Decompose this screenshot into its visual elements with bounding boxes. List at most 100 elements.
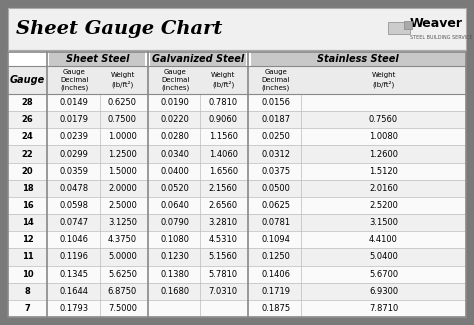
Text: 26: 26 <box>22 115 33 124</box>
Text: 0.0299: 0.0299 <box>60 150 89 159</box>
Text: Gauge
Decimal
(inches): Gauge Decimal (inches) <box>262 69 290 91</box>
Bar <box>8 231 466 248</box>
Text: 12: 12 <box>22 235 33 244</box>
Text: 0.1644: 0.1644 <box>60 287 89 296</box>
Text: 0.1719: 0.1719 <box>262 287 291 296</box>
Text: Weight
(lb/ft²): Weight (lb/ft²) <box>371 72 396 88</box>
Text: 0.0400: 0.0400 <box>161 167 190 176</box>
Bar <box>8 8 466 50</box>
Bar <box>388 22 410 34</box>
Text: 28: 28 <box>22 98 33 107</box>
Text: Weight
(lb/ft²): Weight (lb/ft²) <box>211 72 236 88</box>
Text: 5.6250: 5.6250 <box>108 270 137 279</box>
Text: Gauge
Decimal
(inches): Gauge Decimal (inches) <box>161 69 189 91</box>
Text: 0.0312: 0.0312 <box>262 150 291 159</box>
Text: Sheet Steel: Sheet Steel <box>65 54 129 64</box>
Text: 0.6250: 0.6250 <box>108 98 137 107</box>
Bar <box>8 266 466 283</box>
Text: 0.0250: 0.0250 <box>262 132 291 141</box>
Bar <box>8 52 47 66</box>
Text: 2.1560: 2.1560 <box>209 184 238 193</box>
Text: 0.0156: 0.0156 <box>262 98 291 107</box>
Bar <box>8 180 466 197</box>
Bar <box>8 52 466 317</box>
Text: 2.5000: 2.5000 <box>108 201 137 210</box>
Text: 0.1793: 0.1793 <box>60 304 89 313</box>
Text: 0.0340: 0.0340 <box>161 150 190 159</box>
Text: Weaver: Weaver <box>410 18 463 31</box>
Bar <box>8 66 466 94</box>
Text: 6.9300: 6.9300 <box>369 287 398 296</box>
Text: 5.0000: 5.0000 <box>108 253 137 261</box>
Bar <box>8 197 466 214</box>
Text: 0.1046: 0.1046 <box>60 235 89 244</box>
Text: Stainless Steel: Stainless Steel <box>318 54 399 64</box>
Text: 0.0149: 0.0149 <box>60 98 89 107</box>
Bar <box>8 128 466 146</box>
Text: 4.5310: 4.5310 <box>209 235 238 244</box>
Text: 24: 24 <box>22 132 33 141</box>
Text: Sheet Gauge Chart: Sheet Gauge Chart <box>16 20 222 38</box>
Text: 1.5120: 1.5120 <box>369 167 398 176</box>
Text: 0.1196: 0.1196 <box>60 253 89 261</box>
Bar <box>8 300 466 317</box>
Text: 0.1094: 0.1094 <box>262 235 291 244</box>
Text: 4.3750: 4.3750 <box>108 235 137 244</box>
Text: Gauge
Decimal
(inches): Gauge Decimal (inches) <box>60 69 89 91</box>
Text: 1.0000: 1.0000 <box>108 132 137 141</box>
Text: 0.0190: 0.0190 <box>161 98 190 107</box>
Text: 1.1560: 1.1560 <box>209 132 238 141</box>
Text: 5.0400: 5.0400 <box>369 253 398 261</box>
Text: 0.7560: 0.7560 <box>369 115 398 124</box>
Text: 0.1230: 0.1230 <box>161 253 190 261</box>
Text: 3.2810: 3.2810 <box>209 218 238 227</box>
Text: 0.1250: 0.1250 <box>262 253 291 261</box>
Text: 5.1560: 5.1560 <box>209 253 238 261</box>
Text: 0.0781: 0.0781 <box>261 218 291 227</box>
Text: 0.1080: 0.1080 <box>161 235 190 244</box>
Text: 0.7500: 0.7500 <box>108 115 137 124</box>
Text: 3.1250: 3.1250 <box>108 218 137 227</box>
Text: Weight
(lb/ft²): Weight (lb/ft²) <box>110 72 135 88</box>
Text: 0.1680: 0.1680 <box>161 287 190 296</box>
Text: 2.5200: 2.5200 <box>369 201 398 210</box>
Bar <box>251 52 466 66</box>
Bar <box>150 52 246 66</box>
Text: 0.1345: 0.1345 <box>60 270 89 279</box>
Text: Galvanized Steel: Galvanized Steel <box>152 54 244 64</box>
Text: STEEL BUILDING SERVICE: STEEL BUILDING SERVICE <box>410 35 473 40</box>
Bar <box>8 94 466 111</box>
Text: 2.0000: 2.0000 <box>108 184 137 193</box>
Text: 11: 11 <box>22 253 33 261</box>
Text: 0.0640: 0.0640 <box>161 201 190 210</box>
Bar <box>8 111 466 128</box>
Text: 0.0500: 0.0500 <box>262 184 291 193</box>
Text: Gauge: Gauge <box>10 75 45 85</box>
Text: 3.1500: 3.1500 <box>369 218 398 227</box>
Text: 1.6560: 1.6560 <box>209 167 238 176</box>
Text: 22: 22 <box>22 150 33 159</box>
Text: 2.6560: 2.6560 <box>209 201 238 210</box>
Text: 1.0080: 1.0080 <box>369 132 398 141</box>
Text: 0.0187: 0.0187 <box>261 115 291 124</box>
Bar <box>8 162 466 180</box>
Text: 1.2600: 1.2600 <box>369 150 398 159</box>
Text: 20: 20 <box>22 167 33 176</box>
Bar <box>8 248 466 266</box>
Text: 1.2500: 1.2500 <box>108 150 137 159</box>
Text: 5.7810: 5.7810 <box>209 270 238 279</box>
Text: 0.1380: 0.1380 <box>161 270 190 279</box>
Text: 5.6700: 5.6700 <box>369 270 398 279</box>
Text: 14: 14 <box>22 218 33 227</box>
Text: 0.0375: 0.0375 <box>261 167 291 176</box>
Text: 0.0280: 0.0280 <box>161 132 190 141</box>
Text: 0.0625: 0.0625 <box>262 201 291 210</box>
Text: 0.0179: 0.0179 <box>60 115 89 124</box>
Text: 7: 7 <box>25 304 30 313</box>
Text: 0.0239: 0.0239 <box>60 132 89 141</box>
Bar <box>8 146 466 162</box>
Text: 0.0359: 0.0359 <box>60 167 89 176</box>
Text: 0.0598: 0.0598 <box>60 201 89 210</box>
Text: 0.0520: 0.0520 <box>161 184 190 193</box>
Text: 4.4100: 4.4100 <box>369 235 398 244</box>
